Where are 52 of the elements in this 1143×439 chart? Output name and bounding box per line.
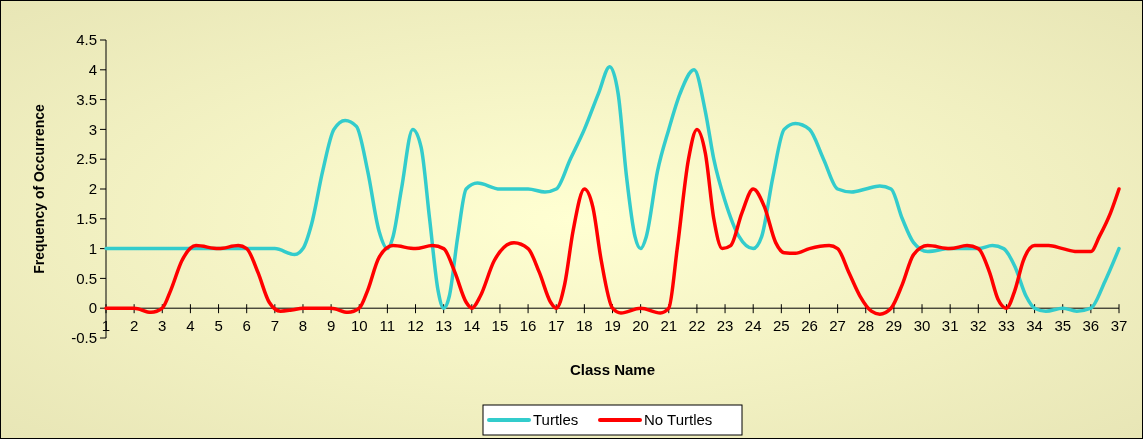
- x-tick-label: 18: [576, 317, 593, 335]
- y-tick-label: 0.5: [76, 269, 97, 287]
- y-tick-label: 2.5: [76, 150, 97, 168]
- x-tick-label: 20: [632, 317, 649, 335]
- x-tick-label: 7: [270, 317, 280, 335]
- x-tick-label: 16: [519, 317, 537, 335]
- x-tick-label: 14: [463, 317, 481, 335]
- x-tick-label: 22: [688, 317, 706, 335]
- x-tick-label: 27: [829, 317, 846, 335]
- x-tick-label: 11: [379, 317, 396, 335]
- x-tick-label: 26: [801, 317, 818, 335]
- y-tick-label: 4: [88, 61, 97, 79]
- x-tick-label: 25: [772, 317, 790, 335]
- x-tick-label: 34: [1026, 317, 1043, 335]
- y-axis-title: Frequency of Occurrence: [31, 103, 47, 274]
- x-tick-label: 21: [660, 317, 678, 335]
- x-tick-label: 12: [407, 317, 424, 335]
- x-tick-label: 19: [604, 317, 621, 335]
- x-tick-label: 6: [242, 317, 251, 335]
- x-tick-label: 17: [547, 317, 565, 335]
- x-tick-label: 29: [885, 317, 903, 335]
- y-tick-label: 3.5: [76, 90, 97, 108]
- y-tick-label: 1: [88, 239, 97, 257]
- x-tick-label: 23: [716, 317, 734, 335]
- x-tick-label: 1: [101, 317, 111, 335]
- x-tick-label: 3: [158, 317, 167, 335]
- x-tick-label: 13: [435, 317, 453, 335]
- y-tick-label: -0.5: [71, 329, 97, 347]
- x-tick-label: 33: [998, 317, 1015, 335]
- legend-label: No Turtles: [644, 411, 713, 429]
- x-axis-title: Class Name: [569, 361, 656, 378]
- legend-label: Turtles: [533, 411, 579, 429]
- x-tick-label: 5: [214, 317, 223, 335]
- x-tick-label: 8: [298, 317, 308, 335]
- x-tick-label: 4: [186, 317, 195, 335]
- x-tick-label: 9: [326, 317, 336, 335]
- y-tick-label: 3: [88, 120, 97, 138]
- x-tick-label: 30: [913, 317, 931, 335]
- x-tick-label: 32: [969, 317, 987, 335]
- x-tick-label: 2: [129, 317, 139, 335]
- x-tick-label: 36: [1082, 317, 1100, 335]
- y-tick-label: 0: [88, 299, 97, 317]
- x-tick-label: 37: [1110, 317, 1128, 335]
- y-tick-label: 2: [88, 180, 97, 198]
- y-tick-label: 4.5: [76, 31, 97, 49]
- x-tick-label: 15: [491, 317, 509, 335]
- x-tick-label: 28: [857, 317, 875, 335]
- x-tick-label: 10: [350, 317, 368, 335]
- x-tick-label: 35: [1054, 317, 1072, 335]
- x-tick-label: 24: [744, 317, 762, 335]
- y-tick-label: 1.5: [76, 210, 97, 228]
- x-tick-label: 31: [941, 317, 959, 335]
